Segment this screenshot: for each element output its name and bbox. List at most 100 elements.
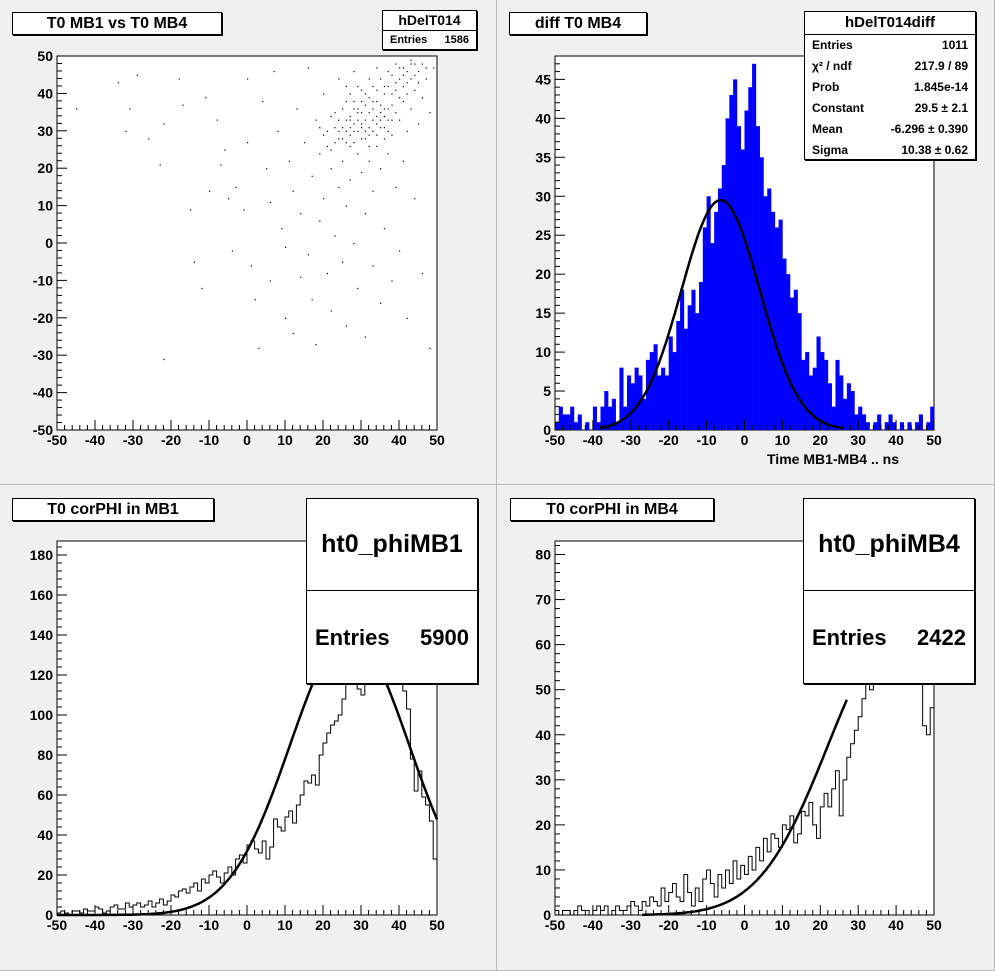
diff-histogram: -50 -40 -30 -20 -10 0 10 20 30 40 50 0 5 10 15 20 25 30 35… bbox=[535, 55, 942, 448]
y-tick-label: 20 bbox=[535, 266, 551, 282]
y-tick-label: 0 bbox=[543, 422, 551, 438]
y-tick-label: 0 bbox=[543, 907, 551, 923]
scatter-point bbox=[296, 108, 298, 110]
scatter-point bbox=[159, 164, 161, 166]
y-tick-label: 20 bbox=[535, 817, 551, 833]
stats-value: 10.38 ± 0.62 bbox=[901, 143, 968, 157]
x-tick-label: -10 bbox=[696, 432, 716, 448]
scatter-point bbox=[201, 287, 203, 290]
x-tick-label: -50 bbox=[545, 917, 565, 933]
scatter-point bbox=[254, 299, 256, 301]
scatter-point bbox=[345, 119, 347, 121]
scatter-point bbox=[380, 112, 382, 114]
x-tick-label: 10 bbox=[277, 917, 293, 933]
plot-frame bbox=[56, 55, 438, 431]
x-tick-label: -40 bbox=[583, 917, 603, 933]
histogram-bin bbox=[615, 422, 620, 430]
scatter-point bbox=[361, 127, 363, 129]
scatter-point bbox=[357, 108, 359, 110]
scatter-point bbox=[205, 97, 207, 99]
y-tick-label: 20 bbox=[37, 160, 53, 176]
scatter-point bbox=[361, 171, 363, 174]
scatter-point bbox=[345, 85, 347, 88]
scatter-point bbox=[353, 243, 355, 245]
scatter-point bbox=[380, 127, 382, 129]
scatter-point bbox=[395, 63, 397, 65]
scatter-point bbox=[399, 67, 401, 69]
scatter-point bbox=[247, 142, 249, 144]
stats-value: 1011 bbox=[941, 38, 968, 52]
scatter-point bbox=[383, 93, 385, 95]
scatter-point bbox=[353, 142, 355, 144]
scatter-point bbox=[387, 70, 389, 73]
scatter-point bbox=[391, 74, 393, 76]
stats-box: hDelT014diff Entries 1011 χ² / ndf 217.9 /… bbox=[804, 11, 976, 160]
y-tick-label: 40 bbox=[535, 110, 551, 126]
histogram-bin bbox=[858, 406, 863, 430]
histogram-bin bbox=[645, 359, 651, 430]
scatter-point bbox=[281, 228, 283, 230]
scatter-point bbox=[338, 119, 340, 121]
stats-row: Constant 29.5 ± 2.1 bbox=[805, 98, 975, 119]
histogram-bin bbox=[755, 126, 760, 430]
scatter-point bbox=[368, 160, 370, 162]
x-tick-label: -40 bbox=[85, 917, 105, 933]
scatter-point bbox=[402, 85, 404, 88]
scatter-point bbox=[372, 100, 374, 103]
histogram-bin bbox=[721, 165, 726, 431]
histogram-bin bbox=[699, 281, 704, 430]
scatter-point bbox=[292, 190, 294, 192]
scatter-point bbox=[342, 160, 344, 162]
stats-label: Mean bbox=[812, 122, 843, 136]
histogram-bin bbox=[577, 414, 582, 430]
histogram-bin bbox=[824, 359, 829, 430]
scatter-point bbox=[361, 123, 363, 125]
x-tick-label: 0 bbox=[741, 917, 749, 933]
scatter-point bbox=[224, 149, 226, 151]
stats-label: Constant bbox=[812, 101, 864, 115]
scatter-point bbox=[209, 190, 211, 192]
histogram-bin bbox=[918, 414, 923, 430]
histogram-bin bbox=[846, 383, 851, 430]
x-tick-label: -20 bbox=[161, 917, 181, 933]
x-tick-label: -30 bbox=[621, 917, 641, 933]
histogram-bin bbox=[608, 406, 613, 430]
scatter-point bbox=[345, 205, 347, 207]
scatter-point bbox=[357, 130, 359, 132]
histogram-bin bbox=[627, 375, 632, 430]
scatter-point bbox=[247, 78, 249, 80]
y-tick-label: 80 bbox=[535, 547, 551, 563]
scatter-point bbox=[406, 93, 408, 95]
scatter-point bbox=[345, 130, 347, 132]
x-tick-label: 20 bbox=[315, 917, 331, 933]
y-tick-label: 30 bbox=[37, 123, 53, 139]
scatter-point bbox=[178, 78, 180, 80]
histogram-bin bbox=[717, 188, 723, 430]
pad-title: T0 corPHI in MB4 bbox=[510, 498, 714, 521]
stats-value: -6.296 ± 0.390 bbox=[890, 122, 968, 136]
y-tick-label: 5 bbox=[543, 383, 551, 399]
stats-value: 1.845e-14 bbox=[913, 80, 968, 94]
histogram-bin bbox=[725, 118, 730, 430]
y-tick-label: 30 bbox=[535, 772, 551, 788]
scatter-point bbox=[288, 160, 290, 162]
pad-scatter: -50 -40 -30 -20 -10 0 10 20 30 40 50 -50 -40 -30 -20 -1… bbox=[0, 0, 497, 485]
scatter-point bbox=[368, 112, 370, 114]
scatter-point bbox=[193, 261, 195, 263]
histogram-bin bbox=[899, 422, 904, 430]
histogram-bin bbox=[930, 406, 935, 430]
scatter-point bbox=[243, 209, 245, 211]
histogram-bin bbox=[778, 219, 783, 430]
y-tick-label: 50 bbox=[535, 682, 551, 698]
histogram-bin bbox=[562, 414, 567, 430]
scatter-point bbox=[387, 108, 389, 110]
scatter-point bbox=[231, 250, 233, 252]
stats-label: Entries bbox=[812, 38, 853, 52]
scatter-point bbox=[433, 67, 435, 69]
y-tick-label: 60 bbox=[37, 787, 53, 803]
scatter-point bbox=[406, 82, 408, 84]
scatter-point bbox=[376, 115, 378, 118]
histogram-bin bbox=[585, 422, 590, 430]
histogram-bin bbox=[729, 94, 734, 430]
fit-curve bbox=[600, 198, 844, 430]
